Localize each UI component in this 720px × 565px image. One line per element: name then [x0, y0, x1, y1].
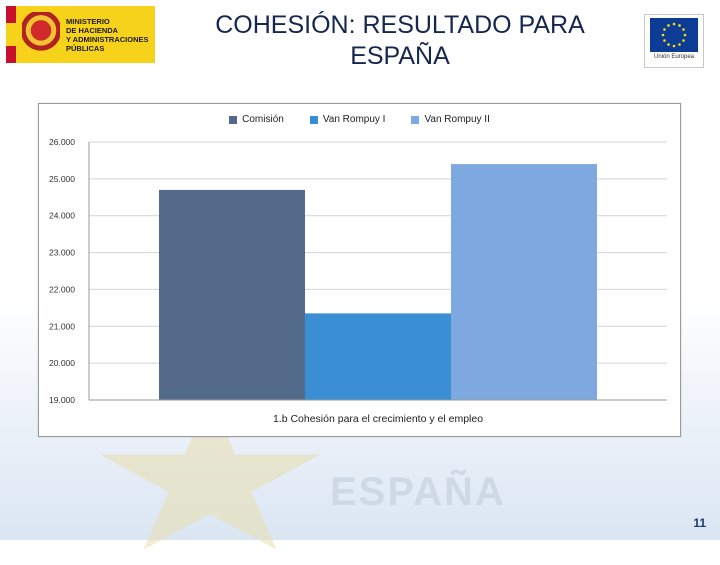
- x-category-label: 1.b Cohesión para el crecimiento y el em…: [273, 413, 483, 425]
- ministry-line: MINISTERIO: [66, 16, 110, 26]
- background-word: ESPAÑA: [330, 470, 506, 514]
- eu-flag-icon: [650, 18, 698, 52]
- y-tick-label: 21.000: [49, 321, 75, 331]
- legend-item: Van Rompuy II: [411, 114, 490, 125]
- y-tick-label: 24.000: [49, 211, 75, 221]
- eu-star: [678, 43, 681, 46]
- eu-star: [672, 22, 676, 26]
- eu-star: [663, 39, 666, 42]
- y-tick-label: 20.000: [49, 358, 75, 368]
- bar-van-rompuy-i: [305, 313, 451, 400]
- legend-swatch: [309, 115, 318, 124]
- bar-chart: 19.000 20.000 21.000 22.000 23.000 24.000 25.0…: [49, 137, 667, 425]
- page-title: COHESIÓN: RESULTADO PARA ESPAÑA: [165, 10, 635, 72]
- legend-swatch: [411, 115, 420, 124]
- y-tick-label: 19.000: [49, 395, 75, 405]
- legend-label: Van Rompuy II: [424, 114, 490, 125]
- ministry-logo: MINISTERIO DE HACIENDA Y ADMINISTRACIONE…: [6, 6, 155, 63]
- chart-legend: Comisión Van Rompuy I Van Rompuy II: [39, 114, 680, 125]
- y-tick-label: 26.000: [49, 137, 75, 147]
- eu-star: [678, 24, 681, 27]
- coat-of-arms-icon: [22, 11, 60, 58]
- page-number: 11: [693, 516, 706, 530]
- page-title-line-2: ESPAÑA: [350, 42, 450, 70]
- eu-star: [667, 24, 670, 27]
- eu-label: Unión Europea: [653, 54, 695, 60]
- y-tick-label: 23.000: [49, 248, 75, 258]
- eu-star: [667, 43, 670, 46]
- eu-stars-icon: [661, 22, 687, 48]
- legend-item: Comisión: [229, 114, 284, 125]
- eu-star: [661, 33, 665, 37]
- legend-label: Comisión: [242, 114, 284, 125]
- eu-star: [672, 44, 676, 48]
- ministry-name: MINISTERIO DE HACIENDA Y ADMINISTRACIONE…: [66, 17, 149, 53]
- ministry-line: PÚBLICAS: [66, 43, 105, 53]
- bar-van-rompuy-ii: [451, 164, 597, 400]
- eu-logo: Unión Europea: [644, 14, 704, 68]
- legend-label: Van Rompuy I: [322, 114, 386, 125]
- y-tick-label: 25.000: [49, 174, 75, 184]
- eu-star: [682, 39, 685, 42]
- eu-star: [663, 28, 666, 31]
- ministry-line: Y ADMINISTRACIONES: [66, 34, 149, 44]
- eu-star: [683, 33, 687, 37]
- chart-container: Comisión Van Rompuy I Van Rompuy II 19.000…: [38, 103, 681, 437]
- legend-item: Van Rompuy I: [309, 114, 386, 125]
- y-tick-label: 22.000: [49, 284, 75, 294]
- page-title-line-1: COHESIÓN: RESULTADO PARA: [215, 11, 585, 39]
- eu-star: [682, 28, 685, 31]
- spain-flag-strip: [6, 6, 16, 63]
- legend-swatch: [229, 115, 238, 124]
- ministry-line: DE HACIENDA: [66, 25, 119, 35]
- bar-comision: [159, 189, 305, 400]
